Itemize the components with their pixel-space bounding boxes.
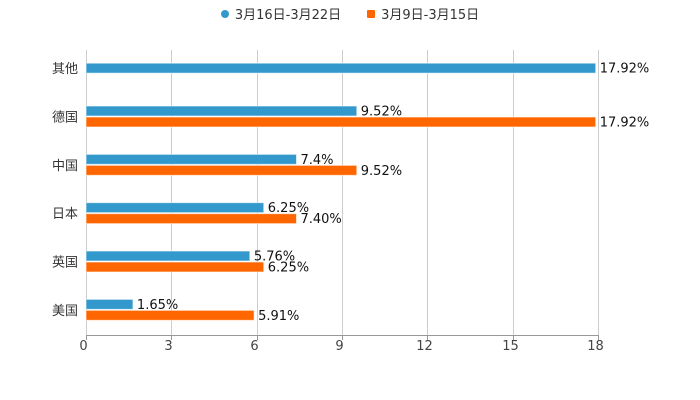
bar[interactable] (85, 250, 251, 262)
gridlines (86, 50, 599, 335)
bar-value-label: 7.4% (300, 153, 333, 168)
legend-item-series-1[interactable]: 3月16日-3月22日 (220, 4, 342, 23)
x-tick-label: 3 (164, 339, 172, 354)
bar-value-label: 1.65% (137, 298, 178, 313)
bar-value-label: 9.52% (361, 164, 402, 179)
x-tick-label: 15 (502, 339, 519, 354)
chart-legend: 3月16日-3月22日 3月9日-3月15日 (0, 4, 700, 23)
bar[interactable] (85, 62, 597, 74)
category-label: 英国 (52, 256, 78, 271)
bars (85, 62, 597, 321)
bar-value-label: 17.92% (600, 116, 650, 131)
legend-marker-series-2 (367, 9, 376, 18)
bar-value-label: 9.52% (361, 105, 402, 120)
bar[interactable] (85, 309, 255, 321)
bar-value-label: 6.25% (268, 261, 309, 276)
category-label: 其他 (52, 62, 78, 77)
bar[interactable] (85, 298, 134, 310)
bar-value-label: 5.91% (258, 309, 299, 324)
x-tick-label: 0 (79, 339, 87, 354)
x-tick-label: 18 (587, 339, 604, 354)
bar-value-label: 5.76% (254, 250, 295, 265)
bar[interactable] (85, 153, 297, 165)
bar-value-label: 7.40% (300, 212, 341, 227)
legend-label-series-1: 3月16日-3月22日 (234, 8, 342, 23)
category-label: 美国 (52, 304, 78, 319)
legend-label-series-2: 3月9日-3月15日 (381, 8, 480, 23)
x-tick-label: 6 (250, 339, 258, 354)
x-tick-label: 12 (416, 339, 433, 354)
bar[interactable] (85, 261, 265, 273)
legend-marker-series-1 (220, 9, 229, 18)
category-label: 日本 (52, 207, 78, 222)
bar[interactable] (85, 202, 265, 214)
value-axis: 0 3 6 9 12 15 18 (79, 335, 604, 354)
value-labels: 17.92%9.52%17.92%7.4%9.52%6.25%7.40%5.76… (137, 62, 649, 324)
bar-value-label: 17.92% (600, 62, 650, 77)
category-label: 中国 (52, 159, 78, 174)
bar[interactable] (85, 105, 358, 117)
bar[interactable] (85, 116, 597, 128)
bar[interactable] (85, 213, 297, 225)
legend-item-series-2[interactable]: 3月9日-3月15日 (367, 4, 479, 23)
x-tick-label: 9 (335, 339, 343, 354)
category-label: 德国 (52, 111, 78, 126)
bar-value-label: 6.25% (268, 201, 309, 216)
bar[interactable] (85, 164, 358, 176)
